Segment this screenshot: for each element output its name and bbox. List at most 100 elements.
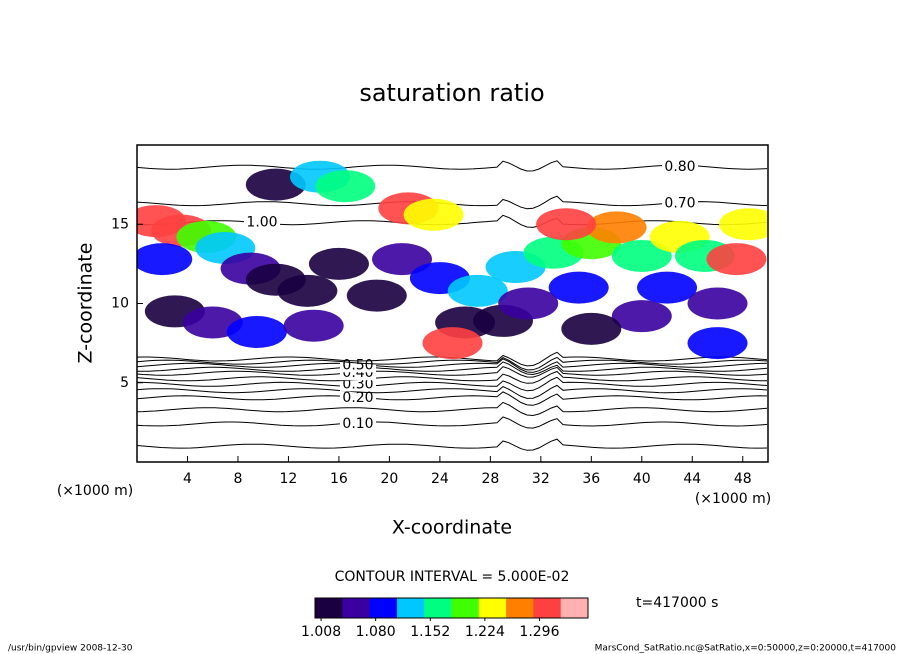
contour-label-bg	[340, 415, 376, 431]
contour-label: 0.50	[342, 357, 373, 373]
colorbar-cell	[374, 598, 380, 618]
contour-label: 0.70	[664, 196, 695, 212]
colorbar-cell	[319, 598, 325, 618]
colorbar-cell	[565, 598, 571, 618]
contour-label-bg	[244, 214, 280, 230]
shaded-cell	[586, 211, 647, 244]
colorbar-tick-label: 1.152	[410, 624, 450, 640]
shaded-cell	[315, 170, 376, 203]
colorbar-cell	[437, 598, 443, 618]
colorbar-cell	[428, 598, 434, 618]
colorbar-cell	[396, 598, 402, 618]
x-tick-label: 4	[183, 471, 192, 487]
contour-line	[137, 416, 768, 429]
colorbar-cell	[474, 598, 480, 618]
colorbar-cell	[433, 598, 439, 618]
colorbar-cell	[451, 598, 457, 618]
shaded-cell	[277, 274, 338, 307]
colorbar-cell	[419, 598, 425, 618]
colorbar-cell	[424, 598, 430, 618]
y-tick-label: 5	[120, 375, 129, 391]
colorbar-cell	[510, 598, 516, 618]
colorbar-frame	[314, 597, 589, 619]
shaded-cell	[611, 239, 672, 272]
colorbar-cell	[556, 598, 562, 618]
shaded-cell	[372, 243, 433, 276]
colorbar-cell	[483, 598, 489, 618]
contour-label: 0.20	[342, 390, 373, 406]
contour-interval: CONTOUR INTERVAL = 5.000E-02	[335, 569, 570, 585]
x-tick-label: 12	[280, 471, 298, 487]
shaded-cell	[611, 300, 672, 333]
x-tick-label: 44	[683, 471, 701, 487]
x-tick-label: 24	[431, 471, 449, 487]
shaded-cell	[226, 316, 287, 349]
y-axis-label: Z-coordinate	[75, 243, 97, 364]
shaded-cell	[422, 327, 483, 360]
colorbar-cell	[401, 598, 407, 618]
colorbar-cell	[360, 598, 366, 618]
y-unit: (×1000 m)	[57, 483, 133, 499]
colorbar-cell	[346, 598, 352, 618]
colorbar-cell	[492, 598, 498, 618]
colorbar-cell	[519, 598, 525, 618]
x-tick-label: 20	[380, 471, 398, 487]
contour-label: 1.00	[246, 215, 277, 231]
x-axis-label: X-coordinate	[392, 517, 512, 539]
shaded-cell	[536, 208, 597, 241]
shaded-cell	[561, 312, 622, 345]
colorbar-cell	[383, 598, 389, 618]
colorbar-cell	[542, 598, 548, 618]
colorbar-cell	[369, 598, 375, 618]
colorbar-cell	[456, 598, 462, 618]
colorbar-cell	[328, 598, 334, 618]
colorbar-cell	[415, 598, 421, 618]
colorbar-cell	[524, 598, 530, 618]
colorbar-cell	[478, 598, 484, 618]
colorbar-cell	[406, 598, 412, 618]
colorbar-cell	[355, 598, 361, 618]
contour-line	[137, 370, 767, 384]
colorbar-cell	[465, 598, 471, 618]
y-tick-label: 15	[111, 216, 129, 232]
contour-line	[137, 384, 768, 399]
contour-label-bg	[340, 389, 376, 405]
shaded-cell	[687, 327, 748, 360]
contour-label: 0.10	[342, 416, 373, 432]
contour-line	[137, 391, 768, 406]
colorbar-cell	[574, 598, 580, 618]
colorbar-cell	[583, 598, 589, 618]
colorbar-tick-label: 1.008	[301, 624, 341, 640]
colorbar-cell	[365, 598, 371, 618]
colorbar-cell	[533, 598, 539, 618]
y-tick-label: 10	[111, 296, 129, 312]
contour-line	[137, 356, 768, 371]
time-label: t=417000 s	[636, 595, 718, 611]
shaded-cell	[687, 287, 748, 320]
colorbar-cell	[469, 598, 475, 618]
contour-label: 0.80	[664, 159, 695, 175]
colorbar-cell	[378, 598, 384, 618]
colorbar-cell	[551, 598, 557, 618]
contour-line	[137, 401, 768, 417]
colorbar-cell	[501, 598, 507, 618]
footer-right: MarsCond_SatRatio.nc@SatRatio,x=0:50000,…	[595, 644, 897, 654]
colorbar-cell	[569, 598, 575, 618]
x-tick-label: 48	[734, 471, 752, 487]
colorbar-cell	[537, 598, 543, 618]
colorbar-cell	[442, 598, 448, 618]
shaded-cell	[137, 243, 193, 276]
contour-line	[137, 376, 768, 392]
colorbar-cell	[460, 598, 466, 618]
colorbar-tick-label: 1.080	[356, 624, 396, 640]
x-tick-label: 40	[633, 471, 651, 487]
contour-line	[137, 361, 768, 376]
shaded-cell	[706, 243, 767, 276]
plot-area: 0.100.200.300.400.500.700.801.00	[137, 159, 768, 451]
contour-line	[137, 366, 768, 378]
x-tick-label: 8	[233, 471, 242, 487]
plot-frame	[136, 144, 769, 463]
x-tick-label: 32	[532, 471, 550, 487]
